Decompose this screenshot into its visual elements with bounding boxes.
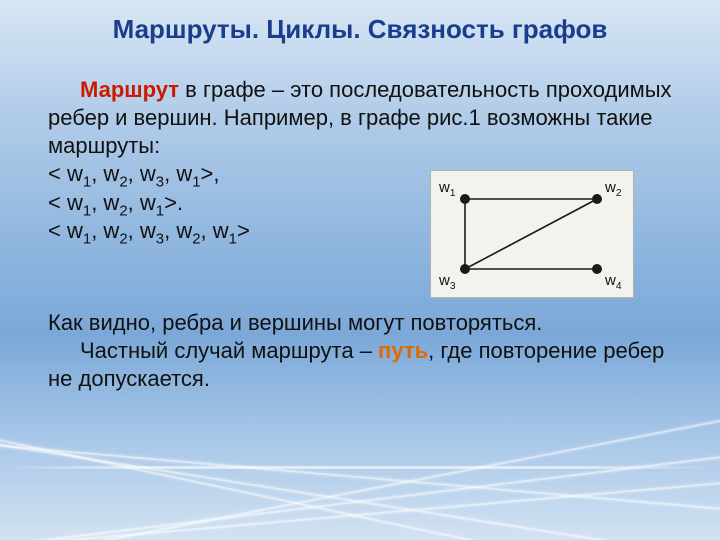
paragraph-3: Частный случай маршрута – путь, где повт… bbox=[48, 337, 672, 393]
slide: Маршруты. Циклы. Связность графов Маршру… bbox=[0, 0, 720, 540]
graph-node bbox=[460, 264, 470, 274]
term-path: путь bbox=[378, 338, 428, 363]
term-route: Маршрут bbox=[80, 77, 179, 102]
decor-streak bbox=[0, 437, 720, 540]
graph-node-label: w1 bbox=[438, 179, 456, 199]
paragraph-2: Как видно, ребра и вершины могут повторя… bbox=[48, 309, 672, 337]
graph-svg: w1 w2 w3 w4 bbox=[431, 171, 633, 297]
graph-node-label: w2 bbox=[604, 179, 622, 199]
graph-node bbox=[460, 194, 470, 204]
slide-title: Маршруты. Циклы. Связность графов bbox=[0, 14, 720, 45]
graph-edge bbox=[465, 199, 597, 269]
paragraph-1: Маршрут в графе – это последовательность… bbox=[48, 76, 672, 160]
graph-node-label: w3 bbox=[438, 272, 456, 292]
decor-streak bbox=[0, 434, 720, 523]
graph-figure: w1 w2 w3 w4 bbox=[430, 170, 634, 298]
graph-node bbox=[592, 264, 602, 274]
graph-node-label: w4 bbox=[604, 272, 622, 292]
decor-streak bbox=[0, 468, 720, 540]
graph-node bbox=[592, 194, 602, 204]
